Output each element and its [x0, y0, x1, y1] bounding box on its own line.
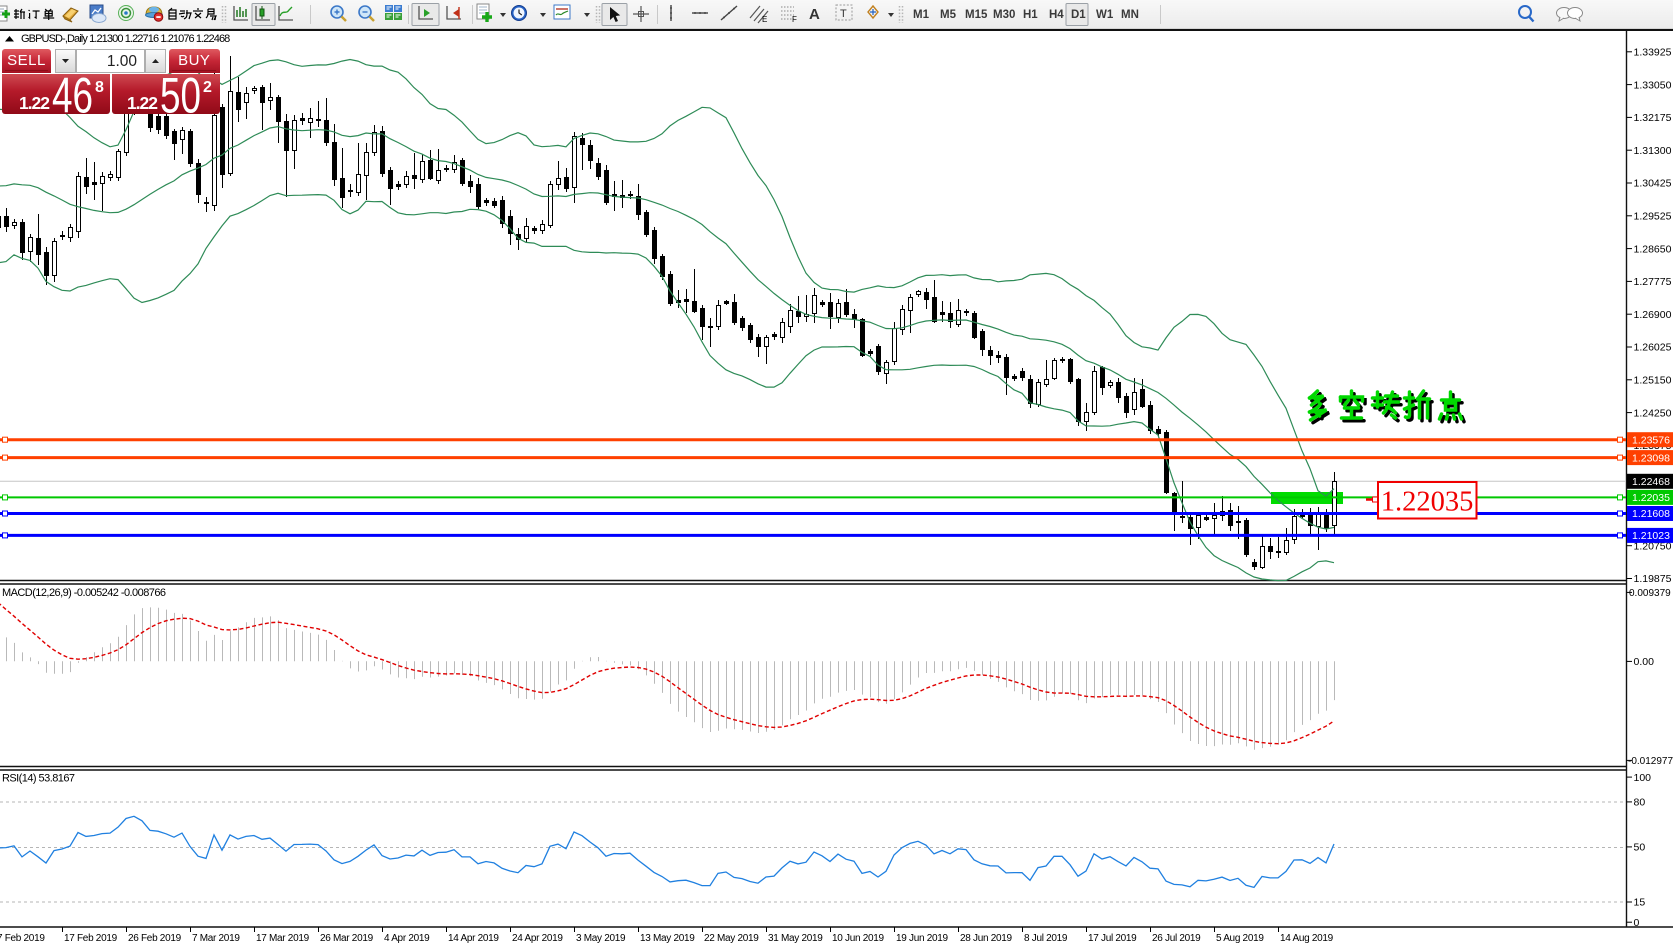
svg-text:GBPUSD-,Daily 1.21300 1.22716: GBPUSD-,Daily 1.21300 1.22716 1.21076 1.… — [21, 33, 230, 45]
svg-text:A: A — [809, 6, 820, 23]
svg-text:1.26900: 1.26900 — [1634, 309, 1672, 321]
svg-text:7 Mar 2019: 7 Mar 2019 — [192, 933, 240, 944]
svg-text:8: 8 — [95, 79, 104, 96]
svg-text:26 Jul 2019: 26 Jul 2019 — [1152, 933, 1201, 944]
svg-text:1.30425: 1.30425 — [1634, 178, 1672, 190]
svg-text:7 Feb 2019: 7 Feb 2019 — [0, 933, 45, 944]
svg-text:13 May 2019: 13 May 2019 — [640, 933, 695, 944]
svg-text:17 Feb 2019: 17 Feb 2019 — [64, 933, 118, 944]
svg-text:50: 50 — [1634, 842, 1646, 854]
svg-text:46: 46 — [52, 74, 93, 114]
svg-text:4 Apr 2019: 4 Apr 2019 — [384, 933, 430, 944]
svg-text:50: 50 — [160, 74, 201, 114]
svg-text:1.23576: 1.23576 — [1632, 434, 1670, 446]
svg-text:0.009379: 0.009379 — [1629, 588, 1671, 599]
svg-text:1.21608: 1.21608 — [1632, 508, 1670, 520]
svg-text:0.00: 0.00 — [1634, 656, 1655, 668]
svg-text:8 Jul 2019: 8 Jul 2019 — [1024, 933, 1068, 944]
svg-text:1.22: 1.22 — [19, 93, 50, 113]
svg-text:1.28650: 1.28650 — [1634, 243, 1672, 255]
svg-text:E: E — [762, 15, 767, 24]
svg-text:0: 0 — [1634, 917, 1640, 929]
svg-text:1.32175: 1.32175 — [1634, 112, 1672, 124]
svg-text:19 Jun 2019: 19 Jun 2019 — [896, 933, 948, 944]
svg-text:1.22468: 1.22468 — [1632, 476, 1670, 488]
svg-text:15: 15 — [1634, 897, 1646, 909]
svg-text:H4: H4 — [1049, 9, 1064, 21]
svg-text:M1: M1 — [913, 9, 930, 21]
svg-text:10 Jun 2019: 10 Jun 2019 — [832, 933, 884, 944]
svg-text:24 Apr 2019: 24 Apr 2019 — [512, 933, 563, 944]
svg-text:1.31300: 1.31300 — [1634, 145, 1672, 157]
svg-text:M5: M5 — [940, 9, 957, 21]
svg-text:26 Feb 2019: 26 Feb 2019 — [128, 933, 182, 944]
svg-text:M30: M30 — [993, 9, 1015, 21]
svg-text:1.25150: 1.25150 — [1634, 375, 1672, 387]
svg-text:5 Aug 2019: 5 Aug 2019 — [1216, 933, 1264, 944]
svg-text:17 Jul 2019: 17 Jul 2019 — [1088, 933, 1137, 944]
svg-text:W1: W1 — [1096, 9, 1114, 21]
svg-text:31 May 2019: 31 May 2019 — [768, 933, 823, 944]
svg-text:1.22035: 1.22035 — [1381, 487, 1474, 518]
svg-text:1.24250: 1.24250 — [1634, 407, 1672, 419]
svg-text:1.23098: 1.23098 — [1632, 452, 1670, 464]
svg-text:3 May 2019: 3 May 2019 — [576, 933, 626, 944]
svg-text:1.22: 1.22 — [127, 93, 158, 113]
svg-text:F: F — [792, 15, 797, 24]
svg-text:28 Jun 2019: 28 Jun 2019 — [960, 933, 1012, 944]
svg-text:100: 100 — [1634, 772, 1652, 784]
svg-text:1.21023: 1.21023 — [1632, 530, 1670, 542]
svg-text:2: 2 — [203, 79, 212, 96]
svg-text:1.19875: 1.19875 — [1634, 573, 1672, 585]
svg-text:80: 80 — [1634, 797, 1646, 809]
svg-text:-0.012977: -0.012977 — [1628, 756, 1673, 767]
svg-text:22 May 2019: 22 May 2019 — [704, 933, 759, 944]
svg-text:D1: D1 — [1071, 9, 1086, 21]
svg-text:17 Mar 2019: 17 Mar 2019 — [256, 933, 310, 944]
svg-text:T: T — [840, 8, 847, 20]
svg-text:1.20750: 1.20750 — [1634, 540, 1672, 552]
svg-text:M15: M15 — [965, 9, 988, 21]
svg-text:1.33050: 1.33050 — [1634, 79, 1672, 91]
svg-text:1.29525: 1.29525 — [1634, 211, 1672, 223]
svg-text:1.22035: 1.22035 — [1632, 492, 1670, 504]
svg-text:MACD(12,26,9) -0.005242 -0.008: MACD(12,26,9) -0.005242 -0.008766 — [2, 587, 166, 599]
svg-text:14 Aug 2019: 14 Aug 2019 — [1280, 933, 1334, 944]
svg-text:26 Mar 2019: 26 Mar 2019 — [320, 933, 374, 944]
svg-text:H1: H1 — [1023, 9, 1038, 21]
svg-text:1.33925: 1.33925 — [1634, 47, 1672, 59]
svg-text:MN: MN — [1121, 9, 1139, 21]
svg-text:RSI(14) 53.8167: RSI(14) 53.8167 — [2, 773, 75, 785]
svg-text:1.26025: 1.26025 — [1634, 342, 1672, 354]
svg-text:1.27775: 1.27775 — [1634, 276, 1672, 288]
svg-text:14 Apr 2019: 14 Apr 2019 — [448, 933, 499, 944]
